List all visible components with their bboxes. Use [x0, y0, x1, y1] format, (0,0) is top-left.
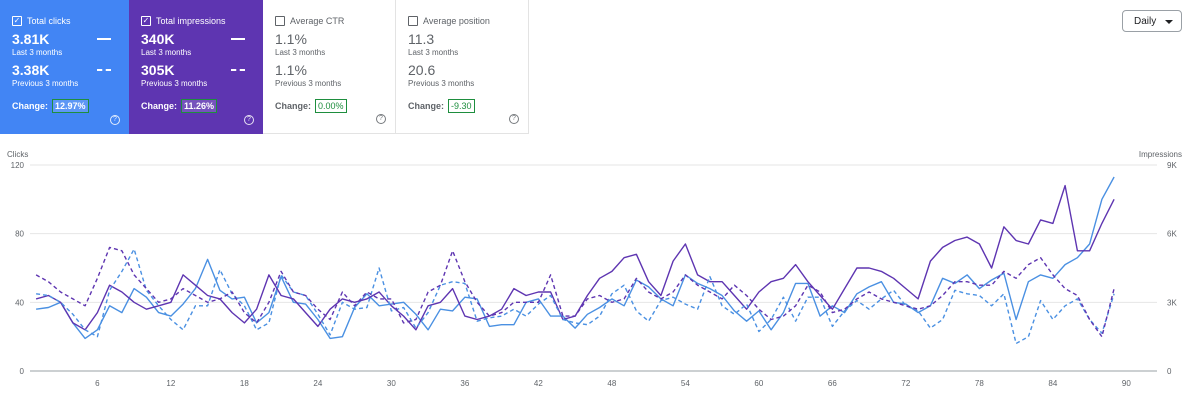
previous-value: 1.1% [275, 62, 307, 78]
checkbox-icon[interactable] [408, 15, 418, 26]
help-icon[interactable]: ? [376, 114, 386, 124]
performance-chart: 0 40 80 120 0 3K 6K 9K 6 12 18 24 30 36 42 48 54 60 66 72 78… [11, 161, 1178, 388]
help-icon[interactable]: ? [244, 115, 254, 125]
previous-period: Previous 3 months [12, 79, 79, 88]
previous-metric: 1.1% Previous 3 months [275, 62, 383, 89]
x-tick-label: 42 [534, 379, 543, 388]
right-tick-label: 6K [1167, 230, 1177, 239]
previous-value: 20.6 [408, 62, 436, 78]
change-row: Change: 0.00% [275, 99, 383, 113]
x-tick-label: 84 [1048, 379, 1057, 388]
card-header: ✓ Total impressions [141, 14, 251, 27]
card-label: Average CTR [290, 15, 345, 26]
x-tick-label: 60 [754, 379, 763, 388]
card-total-impressions[interactable]: ✓ Total impressions 340K Last 3 months 305K P… [129, 0, 263, 134]
left-tick-label: 0 [20, 367, 25, 376]
series-line-3 [35, 246, 1115, 338]
checkbox-icon[interactable] [275, 15, 285, 26]
left-axis-title: Clicks [7, 150, 29, 159]
current-metric: 3.81K Last 3 months [12, 31, 117, 58]
metric-period: Last 3 months [408, 48, 459, 57]
help-icon[interactable]: ? [110, 115, 120, 125]
checkbox-icon[interactable]: ✓ [12, 15, 22, 26]
current-metric: 11.3 Last 3 months [408, 31, 516, 58]
change-value: 11.26% [181, 99, 218, 113]
right-tick-label: 0 [1167, 367, 1172, 376]
card-average-position[interactable]: Average position 11.3 Last 3 months 20.6 Pre… [396, 0, 529, 134]
caret-down-icon [1165, 20, 1173, 24]
card-label: Average position [423, 15, 490, 26]
change-row: Change: -9.30 [408, 99, 516, 113]
checkbox-icon[interactable]: ✓ [141, 15, 151, 26]
change-label: Change: [408, 101, 444, 111]
left-tick-label: 40 [15, 298, 24, 307]
x-tick-label: 54 [681, 379, 690, 388]
change-value: -9.30 [448, 99, 475, 113]
x-tick-label: 12 [166, 379, 175, 388]
solid-line-legend-icon [97, 38, 111, 40]
right-tick-label: 9K [1167, 161, 1177, 170]
metric-cards: ✓ Total clicks 3.81K Last 3 months 3.38K Prev… [0, 0, 529, 134]
previous-metric: 3.38K Previous 3 months [12, 62, 117, 89]
metric-value: 11.3 [408, 31, 435, 47]
x-tick-label: 90 [1122, 379, 1131, 388]
previous-period: Previous 3 months [275, 79, 342, 88]
right-tick-label: 3K [1167, 298, 1177, 307]
x-tick-label: 78 [975, 379, 984, 388]
previous-metric: 20.6 Previous 3 months [408, 62, 516, 89]
series-line-1 [35, 184, 1115, 331]
metric-value: 1.1% [275, 31, 307, 47]
previous-metric: 305K Previous 3 months [141, 62, 251, 89]
dashed-line-legend-icon [231, 69, 245, 71]
left-tick-label: 80 [15, 230, 24, 239]
right-axis-title: Impressions [1138, 150, 1182, 159]
card-header: ✓ Total clicks [12, 14, 117, 27]
previous-period: Previous 3 months [141, 79, 208, 88]
metric-period: Last 3 months [275, 48, 326, 57]
metric-value: 3.81K [12, 31, 50, 47]
card-header: Average CTR [275, 14, 383, 27]
previous-value: 3.38K [12, 62, 50, 78]
metric-period: Last 3 months [12, 48, 63, 57]
x-tick-label: 24 [313, 379, 322, 388]
left-tick-label: 120 [11, 161, 25, 170]
current-metric: 340K Last 3 months [141, 31, 251, 58]
previous-period: Previous 3 months [408, 79, 475, 88]
change-row: Change: 12.97% [12, 99, 117, 113]
range-select-label: Daily [1134, 15, 1157, 27]
change-label: Change: [275, 101, 311, 111]
card-label: Total clicks [27, 15, 71, 26]
x-tick-label: 30 [387, 379, 396, 388]
change-label: Change: [141, 101, 177, 111]
card-total-clicks[interactable]: ✓ Total clicks 3.81K Last 3 months 3.38K Prev… [0, 0, 129, 134]
x-tick-label: 36 [460, 379, 469, 388]
change-row: Change: 11.26% [141, 99, 251, 113]
change-value: 0.00% [315, 99, 347, 113]
metric-period: Last 3 months [141, 48, 192, 57]
range-select[interactable]: Daily [1122, 10, 1182, 32]
change-value: 12.97% [52, 99, 89, 113]
x-tick-label: 6 [95, 379, 100, 388]
series-line-2 [36, 248, 1115, 345]
series-line-0 [36, 176, 1115, 340]
x-tick-label: 48 [607, 379, 616, 388]
metric-value: 340K [141, 31, 175, 47]
solid-line-legend-icon [231, 38, 245, 40]
current-metric: 1.1% Last 3 months [275, 31, 383, 58]
dashed-line-legend-icon [97, 69, 111, 71]
card-label: Total impressions [156, 15, 226, 26]
card-average-ctr[interactable]: Average CTR 1.1% Last 3 months 1.1% Previous… [263, 0, 396, 134]
x-tick-label: 18 [240, 379, 249, 388]
change-label: Change: [12, 101, 48, 111]
card-header: Average position [408, 14, 516, 27]
previous-value: 305K [141, 62, 175, 78]
help-icon[interactable]: ? [509, 114, 519, 124]
x-tick-label: 72 [901, 379, 910, 388]
x-tick-label: 66 [828, 379, 837, 388]
